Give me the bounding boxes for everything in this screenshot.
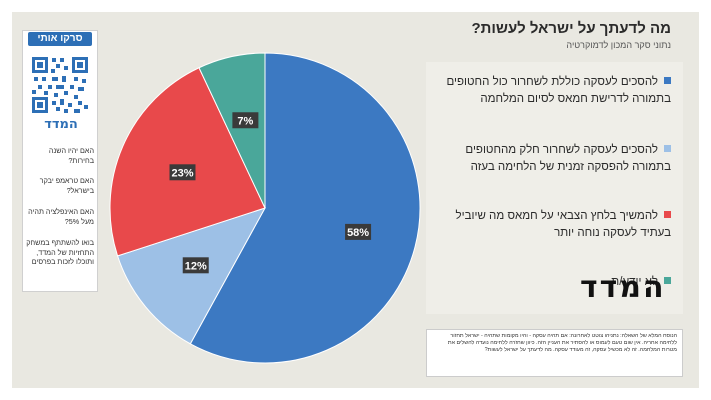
qr-code-icon[interactable] <box>30 55 90 115</box>
legend-label: להסכים לעסקה כוללת לשחרור כול החטופים בת… <box>446 76 671 105</box>
hamadad-logo: המדד <box>580 270 666 305</box>
slice-value-text: 12% <box>185 260 207 272</box>
pie-slice <box>198 52 266 209</box>
slice-value-text: 7% <box>237 115 253 127</box>
slice-value-text: 23% <box>171 167 193 179</box>
slice-value-text: 58% <box>347 227 369 239</box>
legend-item-dont-know: לא יודע/ת <box>436 274 671 291</box>
pie-slice <box>109 67 266 257</box>
legend-label: להסכים לעסקה לשחרור חלק מהחטופים בתמורה … <box>465 144 671 173</box>
slice-label-background <box>232 112 259 129</box>
legend-swatch <box>664 77 671 84</box>
chart-subtitle: נתוני סקר המכון לדמוקרטיה <box>566 40 671 50</box>
side-question: האם טראמפ יבקר בישראל? <box>39 176 94 195</box>
pie-slice <box>189 52 421 364</box>
side-question: בואו להשתתף במשחק התחזיות של המדד, ותוכל… <box>26 238 94 266</box>
legend: להסכים לעסקה כוללת לשחרור כול החטופים בת… <box>426 62 683 314</box>
pie-slice <box>116 207 267 345</box>
slice-value-label: 7% <box>232 112 259 129</box>
legend-label: להמשיך בלחץ הצבאי על חמאס מה שיוביל בעתי… <box>455 210 671 239</box>
slice-value-label: 23% <box>169 164 196 181</box>
slice-label-background <box>345 223 372 240</box>
slice-value-label: 58% <box>345 223 372 240</box>
chart-title: מה לדעתך על ישראל לעשות? <box>471 20 671 37</box>
question-note: הנוסח המלא של השאלה: נתניהו צוטט לאחרונה… <box>426 329 683 377</box>
legend-swatch <box>664 211 671 218</box>
side-question: האם האינפלציה תהיה מעל 5%? <box>28 207 94 226</box>
side-panel-logo: המדד <box>44 117 78 132</box>
slice-value-label: 12% <box>182 257 209 274</box>
side-question: האם יהיו השנה בחירות? <box>48 146 94 165</box>
legend-item-military-pressure: להמשיך בלחץ הצבאי על חמאס מה שיוביל בעתי… <box>436 208 671 242</box>
legend-item-full-deal: להסכים לעסקה כוללת לשחרור כול החטופים בת… <box>436 74 671 108</box>
legend-item-partial-deal: להסכים לעסקה לשחרור חלק מהחטופים בתמורה … <box>436 142 671 176</box>
slice-label-background <box>182 257 209 274</box>
legend-swatch <box>664 145 671 152</box>
slice-label-background <box>169 164 196 181</box>
legend-label: לא יודע/ת <box>611 276 658 288</box>
scan-me-label[interactable]: סרקו אותי <box>28 32 92 46</box>
legend-swatch <box>664 277 671 284</box>
